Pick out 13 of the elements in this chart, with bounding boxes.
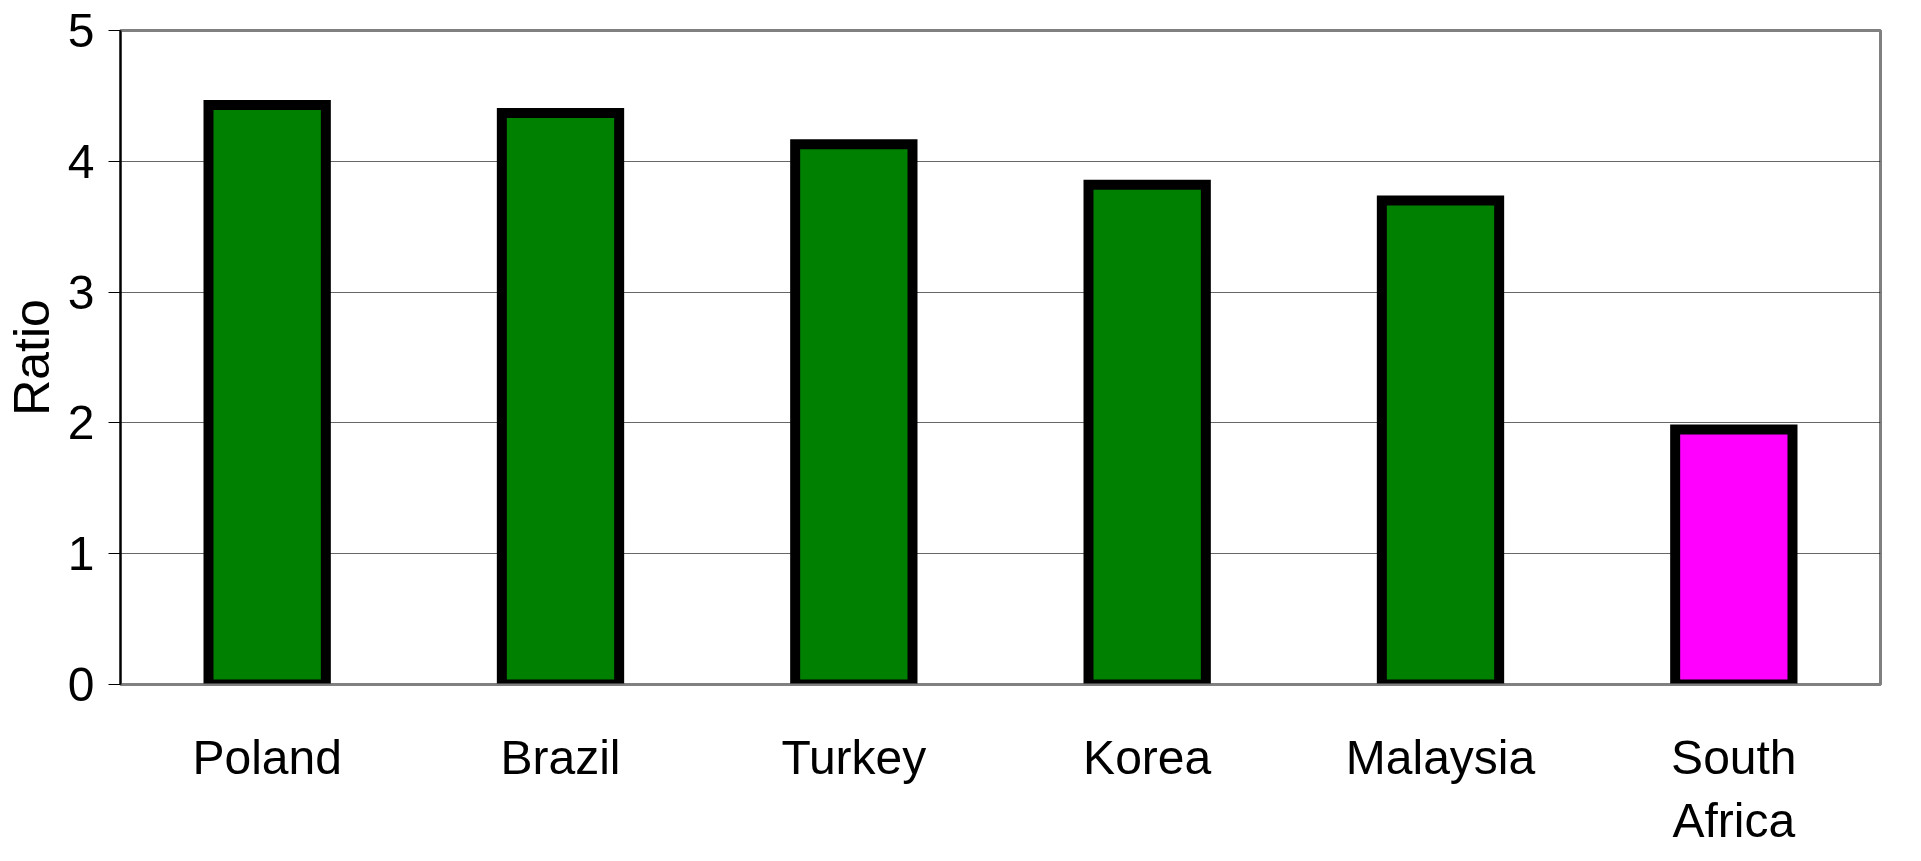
x-tick-label: South Africa bbox=[1671, 730, 1797, 848]
y-tick-label: 1 bbox=[67, 527, 95, 581]
y-tick-label: 4 bbox=[67, 134, 95, 188]
x-tick-label: Malaysia bbox=[1345, 730, 1536, 784]
y-tick-label: 2 bbox=[67, 396, 95, 450]
x-tick-label: Korea bbox=[1083, 730, 1212, 784]
x-tick-label: Poland bbox=[192, 730, 342, 784]
x-tick-label: Turkey bbox=[781, 730, 927, 784]
x-tick-label: Brazil bbox=[500, 730, 621, 784]
y-tick-label: 3 bbox=[67, 265, 95, 319]
y-axis-title: Ratio bbox=[3, 299, 60, 416]
y-tick-label: 0 bbox=[67, 658, 95, 711]
y-tick-label: 5 bbox=[67, 4, 95, 57]
